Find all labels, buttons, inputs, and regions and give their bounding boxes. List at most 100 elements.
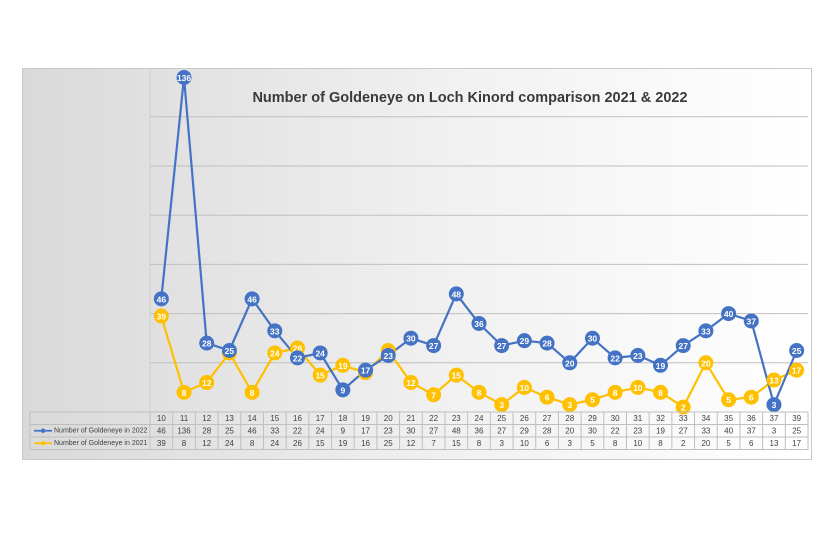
data-marker (630, 379, 646, 395)
category-label: 15 (270, 414, 279, 423)
table-value: 25 (384, 439, 393, 448)
table-value: 36 (475, 426, 484, 435)
data-marker (539, 389, 555, 405)
data-marker (358, 362, 374, 378)
data-label: 36 (474, 319, 484, 329)
data-point: 25 (221, 343, 237, 358)
gridlines (149, 68, 808, 412)
data-point: 6 (539, 389, 555, 405)
data-point: 20 (698, 355, 714, 371)
data-marker (630, 347, 646, 363)
table-value: 15 (316, 439, 325, 448)
data-label: 33 (270, 326, 280, 336)
data-label: 17 (361, 366, 371, 376)
data-label: 27 (429, 341, 439, 351)
data-label: 136 (177, 73, 191, 83)
table-value: 8 (182, 439, 187, 448)
data-label: 8 (613, 388, 618, 398)
data-marker (516, 333, 532, 349)
data-marker (766, 372, 782, 388)
data-point: 15 (448, 367, 464, 383)
data-label: 2 (681, 403, 686, 413)
table-value: 8 (477, 439, 482, 448)
data-marker (153, 291, 169, 307)
data-label: 22 (293, 353, 303, 363)
category-label: 35 (724, 414, 733, 423)
data-label: 48 (452, 289, 462, 299)
data-marker (789, 343, 805, 358)
data-marker (448, 367, 464, 383)
data-label: 40 (724, 309, 734, 319)
data-point: 19 (335, 357, 351, 373)
data-label: 24 (315, 348, 325, 358)
data-label: 46 (157, 294, 167, 304)
data-label: 15 (452, 371, 462, 381)
data-label: 30 (406, 334, 416, 344)
table-value: 19 (656, 426, 665, 435)
data-marker (653, 384, 669, 400)
table-value: 5 (726, 439, 731, 448)
data-label: 17 (792, 366, 802, 376)
data-point: 6 (743, 389, 759, 405)
data-label: 7 (431, 390, 436, 400)
data-label: 10 (633, 383, 643, 393)
data-marker (584, 330, 600, 346)
data-marker (789, 362, 805, 378)
data-point: 24 (312, 345, 328, 361)
category-label: 29 (588, 414, 597, 423)
table-value: 39 (157, 439, 166, 448)
table-value: 6 (545, 439, 550, 448)
data-label: 27 (678, 341, 688, 351)
data-label: 3 (499, 400, 504, 410)
table-value: 7 (431, 439, 436, 448)
table-value: 28 (202, 426, 211, 435)
data-point: 12 (199, 374, 215, 390)
table-value: 40 (724, 426, 733, 435)
series-line-0 (160, 76, 798, 406)
data-marker (743, 389, 759, 405)
data-label: 19 (656, 361, 666, 371)
category-label: 16 (293, 414, 302, 423)
table-value: 24 (316, 426, 325, 435)
data-label: 20 (565, 358, 575, 368)
data-label: 39 (157, 312, 167, 322)
category-label: 36 (747, 414, 756, 423)
table-value: 15 (452, 439, 461, 448)
data-marker (403, 330, 419, 346)
data-marker (312, 367, 328, 383)
category-label: 24 (475, 414, 484, 423)
table-value: 13 (770, 439, 779, 448)
data-marker (426, 387, 442, 403)
table-value: 23 (384, 426, 393, 435)
data-marker (766, 397, 782, 413)
legend-entry: Number of Goldeneye in 2021 (34, 440, 147, 447)
category-label: 11 (180, 414, 189, 423)
table-value: 27 (679, 426, 688, 435)
category-label: 31 (633, 414, 642, 423)
data-marker (675, 338, 691, 354)
data-label: 5 (590, 395, 595, 405)
table-value: 20 (701, 439, 710, 448)
data-point: 23 (380, 347, 396, 363)
category-label: 30 (611, 414, 620, 423)
data-point: 30 (584, 330, 600, 346)
data-label: 23 (633, 351, 643, 361)
data-point: 36 (471, 315, 487, 331)
data-point: 17 (789, 362, 805, 378)
data-marker (199, 335, 215, 351)
data-marker (698, 355, 714, 371)
data-point: 8 (244, 384, 260, 400)
data-point: 8 (607, 384, 623, 400)
data-point: 22 (289, 350, 305, 366)
data-label: 3 (567, 400, 572, 410)
data-marker (153, 308, 169, 324)
data-point: 5 (721, 392, 737, 408)
data-label: 28 (542, 339, 552, 349)
data-label: 23 (384, 351, 394, 361)
data-marker (539, 335, 555, 351)
category-label: 21 (406, 414, 415, 423)
data-marker (426, 338, 442, 354)
table-value: 10 (633, 439, 642, 448)
table-value: 17 (792, 439, 801, 448)
